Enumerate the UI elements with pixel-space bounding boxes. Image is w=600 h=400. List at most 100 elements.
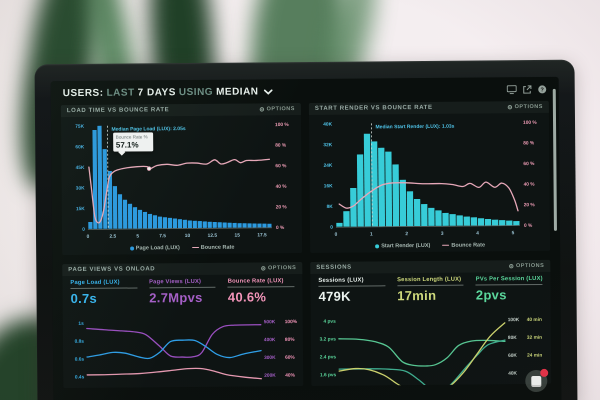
dashboard-screen: USERS: LAST 7 DAYS USING MEDIAN <box>50 76 562 400</box>
svg-text:100 %: 100 % <box>523 120 537 126</box>
svg-text:4 pvs: 4 pvs <box>323 319 336 325</box>
panel-title: LOAD TIME VS BOUNCE RATE <box>66 107 170 115</box>
svg-text:3.2 pvs: 3.2 pvs <box>320 337 337 343</box>
load-time-chart[interactable]: 75K 60K 45K 30K 15K 0 100 % 80 % 60 % 40 % 20 % 0 %… <box>63 117 300 242</box>
chart-legend: Page Load (LUX) Bounce Rate <box>62 240 302 255</box>
svg-text:40K: 40K <box>508 371 517 377</box>
svg-text:100K: 100K <box>508 317 520 323</box>
chart-legend: Start Render (LUX) Bounce Rate <box>310 238 550 253</box>
help-icon[interactable]: ? <box>538 85 547 94</box>
metric-page-views: Page Views (LUX) 2.7Mpvs <box>149 278 216 305</box>
share-icon[interactable] <box>523 85 532 94</box>
options-button[interactable]: OPTIONS <box>259 106 295 112</box>
dashboard-header: USERS: LAST 7 DAYS USING MEDIAN <box>51 77 559 103</box>
svg-text:1s: 1s <box>78 321 84 327</box>
metric-pvs-per-session: PVs Per Session (LUX) 2pvs <box>475 275 543 303</box>
svg-text:0 %: 0 % <box>276 225 285 231</box>
svg-text:0: 0 <box>82 227 85 233</box>
svg-text:0: 0 <box>87 234 90 240</box>
panel-title: SESSIONS <box>316 264 352 271</box>
svg-text:60 %: 60 % <box>523 161 535 167</box>
panel-title: START RENDER VS BOUNCE RATE <box>314 104 433 112</box>
svg-text:24K: 24K <box>324 163 333 169</box>
svg-text:32 min: 32 min <box>527 335 542 341</box>
svg-text:Median Page Load (LUX): 2.05s: Median Page Load (LUX): 2.05s <box>111 126 185 133</box>
svg-text:15: 15 <box>234 233 240 239</box>
svg-text:0: 0 <box>335 232 338 238</box>
capture-button[interactable] <box>525 368 549 393</box>
legend-item: Bounce Rate <box>442 242 485 248</box>
svg-text:80 %: 80 % <box>523 140 535 146</box>
svg-text:0.4s: 0.4s <box>75 374 85 380</box>
panel-sessions: SESSIONS OPTIONS Sessions (LUX) 479K Ses… <box>310 259 552 398</box>
svg-text:60%: 60% <box>285 355 295 361</box>
svg-text:3: 3 <box>441 231 444 237</box>
svg-text:80 %: 80 % <box>275 143 287 149</box>
svg-text:45K: 45K <box>76 165 85 171</box>
svg-text:60 %: 60 % <box>275 163 287 169</box>
svg-text:60K: 60K <box>508 353 517 359</box>
svg-text:400K: 400K <box>264 337 276 343</box>
svg-text:0 %: 0 % <box>524 223 533 229</box>
metric-row: Page Load (LUX) 0.7s Page Views (LUX) 2.… <box>62 274 302 308</box>
title-part: USING <box>178 86 214 99</box>
metric-sessions: Sessions (LUX) 479K <box>318 277 386 304</box>
svg-text:0: 0 <box>330 225 333 231</box>
legend-item: Bounce Rate <box>191 244 234 250</box>
panel-page-views: PAGE VIEWS VS ONLOAD OPTIONS Page Load (… <box>62 262 304 389</box>
start-render-chart[interactable]: 40K 32K 24K 16K 8K 0 100 % 80 % 60 % 40 % 20 % 0 % 0… <box>311 115 548 240</box>
svg-text:75K: 75K <box>75 124 84 130</box>
sessions-chart[interactable]: 4 pvs 3.2 pvs 2.4 pvs 1.6 pvs 100K 80K 60K 40K 4… <box>313 306 550 398</box>
svg-text:2.4 pvs: 2.4 pvs <box>320 354 337 360</box>
screenshot-icon <box>531 375 542 387</box>
panel-title: PAGE VIEWS VS ONLOAD <box>68 266 156 274</box>
options-button[interactable]: OPTIONS <box>508 263 544 269</box>
svg-text:2: 2 <box>405 231 408 237</box>
panel-header: SESSIONS OPTIONS <box>310 259 551 274</box>
svg-text:100%: 100% <box>285 319 298 325</box>
header-icons: ? <box>506 85 547 95</box>
svg-text:100 %: 100 % <box>275 122 289 128</box>
svg-text:0.8s: 0.8s <box>75 339 85 345</box>
svg-text:24 min: 24 min <box>527 353 542 359</box>
svg-text:20 %: 20 % <box>524 202 536 208</box>
panel-header: LOAD TIME VS BOUNCE RATE OPTIONS <box>60 103 301 118</box>
svg-text:20 %: 20 % <box>276 204 288 210</box>
monitor-icon[interactable] <box>506 85 517 95</box>
users-filter-dropdown[interactable]: USERS: LAST 7 DAYS USING MEDIAN <box>63 86 273 99</box>
title-part: MEDIAN <box>216 86 259 98</box>
options-button[interactable]: OPTIONS <box>507 104 543 110</box>
options-button[interactable]: OPTIONS <box>260 265 296 271</box>
svg-text:12.5: 12.5 <box>208 233 218 239</box>
svg-text:40 %: 40 % <box>276 184 288 190</box>
title-part: LAST <box>106 87 135 99</box>
panel-header: PAGE VIEWS VS ONLOAD OPTIONS <box>62 262 303 277</box>
svg-text:Median Start Render (LUX): 1.0: Median Start Render (LUX): 1.03s <box>375 124 454 131</box>
metric-bounce-rate: Bounce Rate (LUX) 40.6% <box>227 278 295 305</box>
panel-grid: LOAD TIME VS BOUNCE RATE OPTIONS 75K 60K 4… <box>51 99 561 398</box>
svg-text:2.5: 2.5 <box>110 234 117 240</box>
gear-icon <box>508 264 514 269</box>
svg-text:40K: 40K <box>323 122 332 128</box>
title-part: USERS: <box>62 87 104 100</box>
svg-text:30K: 30K <box>76 186 85 192</box>
svg-text:10: 10 <box>185 233 191 239</box>
metric-session-length: Session Length (LUX) 17min <box>397 276 464 303</box>
svg-text:200K: 200K <box>264 373 276 379</box>
svg-text:80%: 80% <box>285 337 295 343</box>
svg-text:300K: 300K <box>264 355 276 361</box>
svg-text:17.5: 17.5 <box>257 232 267 238</box>
svg-text:8K: 8K <box>327 204 334 210</box>
gear-icon <box>507 105 512 110</box>
gear-icon <box>259 107 264 112</box>
svg-text:15K: 15K <box>76 206 85 212</box>
metric-page-load: Page Load (LUX) 0.7s <box>70 279 138 306</box>
metric-row: Sessions (LUX) 479K Session Length (LUX)… <box>310 272 550 306</box>
svg-text:80K: 80K <box>508 335 517 341</box>
svg-text:1.6 pvs: 1.6 pvs <box>320 372 337 378</box>
svg-text:60K: 60K <box>75 144 84 150</box>
svg-text:0.6s: 0.6s <box>75 357 85 363</box>
svg-text:1: 1 <box>370 231 373 237</box>
svg-text:4: 4 <box>476 230 479 236</box>
page-views-chart[interactable]: 1s 0.8s 0.6s 0.4s 500K 400K 300K 200K 100% 80% 60%… <box>65 308 302 388</box>
